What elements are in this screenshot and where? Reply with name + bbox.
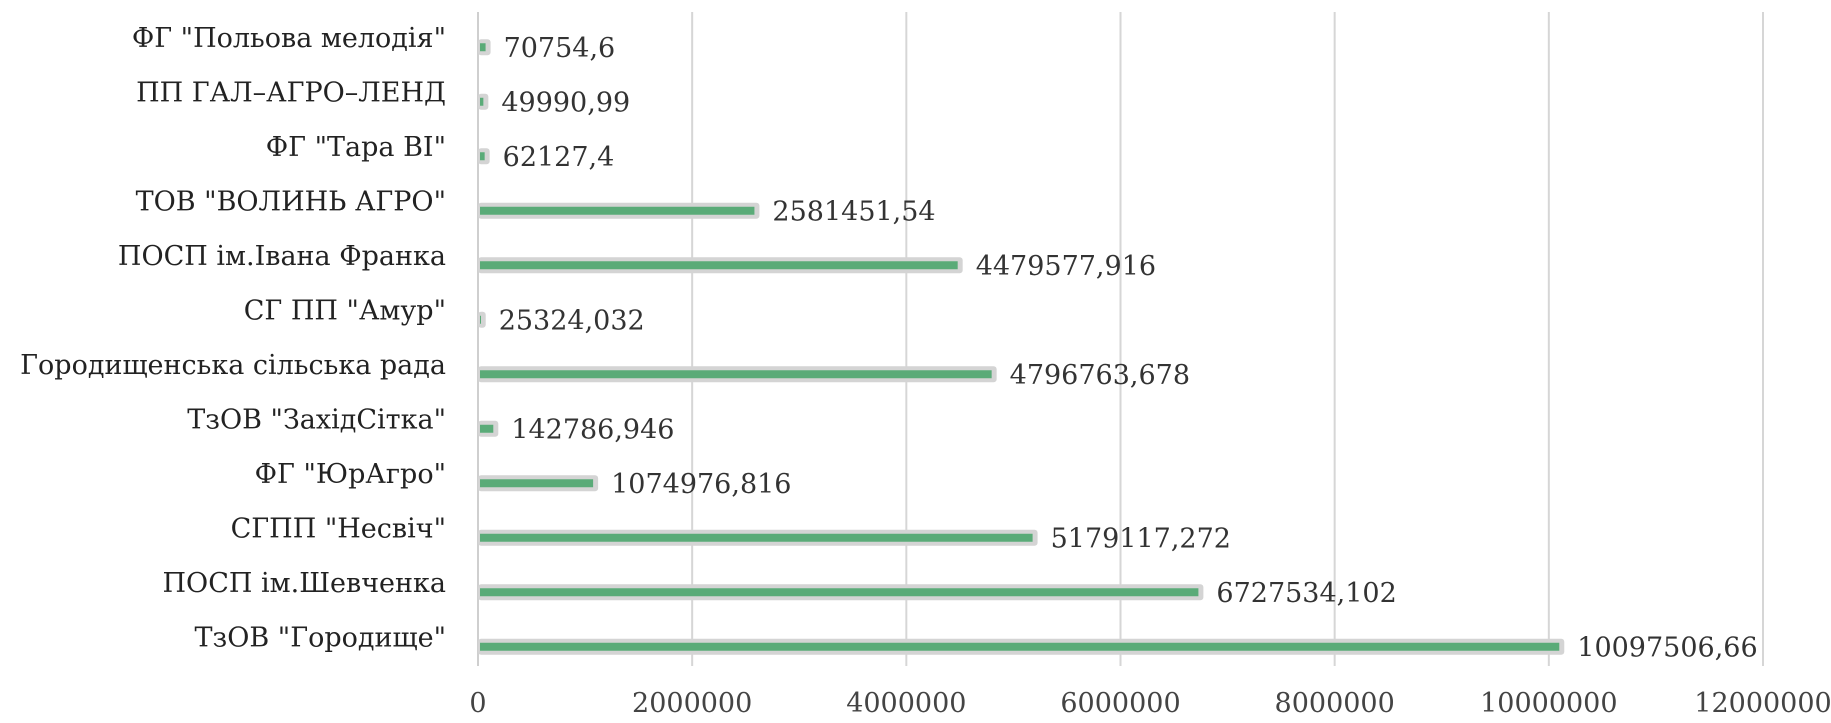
x-tick-label: 6000000 (1060, 688, 1180, 719)
category-label: СГ ПП "Амур" (244, 295, 446, 326)
value-label: 2581451,54 (772, 196, 935, 227)
value-label: 25324,032 (499, 305, 645, 336)
category-label: ТзОВ "ЗахідСітка" (187, 404, 446, 435)
category-label: СГПП "Несвіч" (231, 513, 446, 544)
category-label: ТОВ "ВОЛИНЬ АГРО" (136, 186, 446, 217)
x-tick-label: 12000000 (1694, 688, 1831, 719)
category-label: ТзОВ "Городище" (194, 622, 446, 653)
value-label: 4796763,678 (1010, 360, 1190, 391)
x-tick-label: 10000000 (1480, 688, 1617, 719)
bar (480, 43, 486, 52)
value-label: 10097506,66 (1577, 632, 1757, 663)
value-label: 5179117,272 (1051, 523, 1231, 554)
value-label: 70754,6 (504, 33, 616, 64)
bar (480, 424, 494, 433)
x-tick-label: 8000000 (1275, 688, 1395, 719)
grid-lines (477, 12, 1764, 666)
value-labels: 10097506,66 6727534,102 5179117,272 1074976… (499, 33, 1758, 664)
category-label: ПП ГАЛ–АГРО–ЛЕНД (136, 77, 446, 108)
value-label: 4479577,916 (976, 251, 1156, 282)
value-label: 62127,4 (503, 142, 615, 173)
value-label: 142786,946 (511, 414, 674, 445)
category-label: ФГ "Тара ВІ" (266, 132, 446, 163)
bar (480, 642, 1560, 651)
value-label: 1074976,816 (611, 469, 791, 500)
bar (480, 206, 755, 215)
bar (480, 588, 1199, 597)
category-label: Городищенська сільська рада (20, 350, 446, 381)
x-tick-label: 2000000 (632, 688, 752, 719)
category-label: ФГ "Польова мелодія" (132, 23, 446, 54)
bar (480, 533, 1033, 542)
bar (480, 97, 484, 106)
bar (480, 479, 594, 488)
bar-shadow (478, 311, 486, 328)
category-label: ПОСП ім.Івана Франка (118, 241, 446, 272)
category-label: ФГ "ЮрАгро" (255, 459, 446, 490)
bar (480, 315, 481, 324)
category-labels: ТзОВ "Городище" ПОСП ім.Шевченка СГПП "Нес… (20, 23, 446, 654)
bar (480, 261, 958, 270)
x-tick-label: 0 (469, 688, 486, 719)
category-label: ПОСП ім.Шевченка (163, 568, 446, 599)
bars (478, 39, 1565, 655)
x-axis-ticks: 0 2000000 4000000 6000000 8000000 10000000 120… (469, 688, 1831, 719)
bar (480, 152, 485, 161)
x-tick-label: 4000000 (846, 688, 966, 719)
value-label: 6727534,102 (1216, 578, 1396, 609)
bar (480, 370, 992, 379)
value-label: 49990,99 (501, 87, 630, 118)
